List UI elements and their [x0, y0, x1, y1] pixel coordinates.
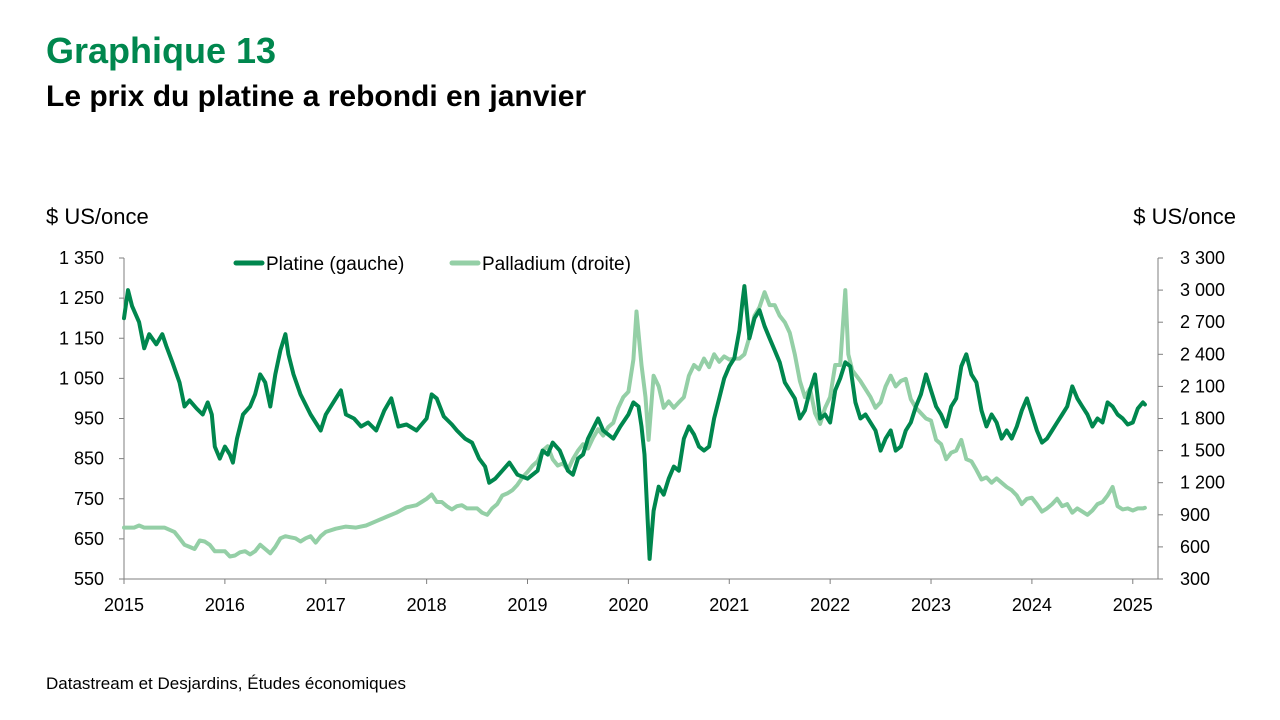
- x-tick-label: 2024: [1012, 595, 1052, 615]
- right-tick-label: 900: [1180, 505, 1210, 525]
- x-tick-label: 2018: [407, 595, 447, 615]
- x-tick-label: 2022: [810, 595, 850, 615]
- platine-series-line: [122, 284, 1147, 561]
- axes: 550 650 750 850 950 1 050 1 150 1 250 1 350 300 60…: [59, 248, 1225, 615]
- left-tick-label: 750: [74, 489, 104, 509]
- right-tick-label: 2 700: [1180, 312, 1225, 332]
- left-tick-label: 650: [74, 529, 104, 549]
- right-tick-label: 2 400: [1180, 344, 1225, 364]
- x-tick-label: 2020: [608, 595, 648, 615]
- right-tick-label: 3 300: [1180, 248, 1225, 268]
- legend-platine-label: Platine (gauche): [266, 254, 404, 275]
- x-tick-label: 2025: [1113, 595, 1153, 615]
- x-tick-label: 2021: [709, 595, 749, 615]
- x-tick-label: 2016: [205, 595, 245, 615]
- right-tick-label: 2 100: [1180, 376, 1225, 396]
- palladium-series-line: [122, 288, 1147, 559]
- source-note: Datastream et Desjardins, Études économi…: [46, 674, 407, 693]
- left-tick-label: 950: [74, 409, 104, 429]
- right-tick-label: 1 800: [1180, 409, 1225, 429]
- x-tick-label: 2019: [507, 595, 547, 615]
- left-axis-unit-label: $ US/once: [46, 204, 149, 229]
- legend-palladium-label: Palladium (droite): [482, 254, 631, 275]
- x-tick-label: 2023: [911, 595, 951, 615]
- left-tick-label: 1 250: [59, 288, 104, 308]
- right-axis-unit-label: $ US/once: [1133, 204, 1236, 229]
- left-tick-label: 850: [74, 449, 104, 469]
- series-lines: [122, 284, 1147, 561]
- chart-subtitle: Le prix du platine a rebondi en janvier: [46, 80, 587, 113]
- left-tick-label: 1 050: [59, 368, 104, 388]
- x-tick-label: 2015: [104, 595, 144, 615]
- right-tick-label: 1 200: [1180, 473, 1225, 493]
- chart-title: Graphique 13: [46, 30, 277, 71]
- legend: Platine (gauche) Palladium (droite): [233, 254, 631, 275]
- left-tick-label: 550: [74, 569, 104, 589]
- right-tick-label: 1 500: [1180, 441, 1225, 461]
- left-tick-label: 1 150: [59, 328, 104, 348]
- right-tick-label: 600: [1180, 537, 1210, 557]
- right-tick-label: 300: [1180, 569, 1210, 589]
- x-tick-label: 2017: [306, 595, 346, 615]
- left-tick-label: 1 350: [59, 248, 104, 268]
- right-tick-label: 3 000: [1180, 280, 1225, 300]
